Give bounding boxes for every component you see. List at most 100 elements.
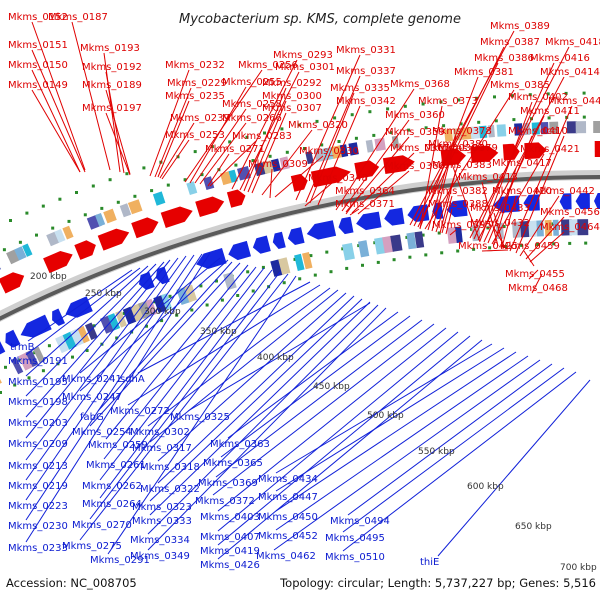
- forward-gene-label: Mkms_0359: [385, 127, 445, 138]
- reverse-gene-label: trmB: [10, 342, 35, 353]
- forward-gene-label: Mkms_0301: [275, 62, 335, 73]
- reverse-gene-label: Mkms_0241: [62, 374, 122, 385]
- forward-gene-label: Mkms_0421: [520, 144, 580, 155]
- forward-gene-label: Mkms_0425: [458, 241, 518, 252]
- reverse-gene-label: Mkms_0407: [200, 532, 260, 543]
- reverse-gene-label: thiE: [420, 557, 439, 568]
- reverse-gene-label: Mkms_0259: [88, 440, 148, 451]
- reverse-gene-label: Mkms_0203: [8, 418, 68, 429]
- scale-tick-label: 450 kbp: [313, 382, 350, 392]
- reverse-gene-label: Mkms_0318: [140, 462, 200, 473]
- forward-gene-label: Mkms_0335: [330, 83, 390, 94]
- reverse-gene-label: Mkms_0270: [72, 520, 132, 531]
- reverse-gene-label: Mkms_0213: [8, 461, 68, 472]
- forward-gene-label: Mkms_0331: [336, 45, 396, 56]
- forward-gene-label: Mkms_0389: [490, 21, 550, 32]
- forward-gene-label: Mkms_0189: [82, 80, 142, 91]
- forward-gene-label: Mkms_0455: [505, 269, 565, 280]
- forward-gene-label: Mkms_0414: [540, 67, 600, 78]
- reverse-gene-label: Mkms_0323: [132, 502, 192, 513]
- reverse-gene-label: sdhA: [120, 374, 145, 385]
- forward-gene-label: Mkms_0384: [424, 143, 484, 154]
- forward-gene-label: Mkms_0432: [470, 218, 530, 229]
- forward-gene-label: Mkms_0416: [530, 53, 590, 64]
- reverse-gene-label: Mkms_0462: [256, 551, 316, 562]
- forward-gene-label: Mkms_0367: [390, 143, 450, 154]
- forward-gene-label: Mkms_0193: [80, 43, 140, 54]
- forward-gene-label: Mkms_0307: [262, 103, 322, 114]
- reverse-gene-label: Mkms_0209: [8, 439, 68, 450]
- reverse-label-lines: [25, 252, 591, 560]
- rail-dots: [9, 91, 586, 222]
- scale-tick-label: 250 kbp: [85, 289, 122, 299]
- reverse-gene-label: Mkms_0291: [90, 555, 150, 566]
- forward-gene-label: Mkms_0383: [432, 160, 492, 171]
- forward-gene-label: Mkms_0371: [335, 199, 395, 210]
- forward-gene-label: Mkms_0360: [385, 110, 445, 121]
- forward-gene-label: dcd: [540, 126, 558, 137]
- forward-gene-label: Mkms_0379: [438, 143, 498, 154]
- forward-gene-label: Mkms_0378: [432, 126, 492, 137]
- forward-gene-label: Mkms_0293: [273, 50, 333, 61]
- forward-gene-label: Mkms_0433: [470, 203, 530, 214]
- reverse-gene-label: Mkms_0272: [110, 406, 170, 417]
- forward-gene-label: Mkms_0388: [428, 199, 488, 210]
- scale-tick-label: 650 kbp: [515, 522, 552, 532]
- reverse-gene-label: Mkms_0452: [258, 531, 318, 542]
- forward-gene-label: Mkms_0292: [262, 78, 322, 89]
- forward-gene-label: Mkms_0413: [458, 172, 518, 183]
- forward-gene-label: Mkms_0464: [540, 222, 600, 233]
- reverse-gene-label: Mkms_0447: [258, 492, 318, 503]
- reverse-gene-label: Mkms_0219: [8, 481, 68, 492]
- forward-gene-label: Mkms_0232: [165, 60, 225, 71]
- scale-tick-label: 500 kbp: [367, 411, 404, 421]
- reverse-gene-label: Mkms_0254: [72, 427, 132, 438]
- forward-gene-label: Mkms_0152: [8, 12, 68, 23]
- scale-tick-label: 550 kbp: [418, 447, 455, 457]
- forward-gene-label: Mkms_0330: [299, 146, 359, 157]
- forward-gene-label: Mkms_0151: [8, 40, 68, 51]
- forward-gene-label: Mkms_0300: [262, 91, 322, 102]
- scale-tick-label: 350 kbp: [200, 327, 237, 337]
- forward-gene-label: Mkms_0446: [548, 96, 600, 107]
- reverse-gene-label: Mkms_0325: [170, 412, 230, 423]
- forward-gene-label: Mkms_0402: [508, 92, 568, 103]
- forward-gene-label: Mkms_0192: [82, 62, 142, 73]
- forward-gene-track: [0, 141, 600, 294]
- forward-gene-label: Mkms_0417: [492, 158, 552, 169]
- summary-text: Topology: circular; Length: 5,737,227 bp…: [279, 576, 596, 590]
- forward-gene-label: Mkms_0459: [500, 241, 560, 252]
- reverse-gene-label: Mkms_0510: [325, 552, 385, 563]
- reverse-gene-label: Mkms_0419: [200, 546, 260, 557]
- reverse-gene-label: Mkms_0372: [195, 496, 255, 507]
- reverse-gene-label: Mkms_0275: [62, 541, 122, 552]
- reverse-gene-label: Mkms_0247: [62, 392, 122, 403]
- scale-tick-label: 200 kbp: [30, 272, 67, 282]
- reverse-gene-label: Mkms_0191: [8, 356, 68, 367]
- reverse-gene-label: Mkms_0264: [82, 499, 142, 510]
- reverse-gene-label: Mkms_0334: [130, 535, 190, 546]
- forward-gene-label: Mkms_0320: [288, 120, 348, 131]
- scale-ticks: 200 kbp 250 kbp 300 kbp 350 kbp 400 kbp 450 k…: [30, 272, 597, 573]
- forward-gene-label: Mkms_0149: [8, 80, 68, 91]
- reverse-gene-label: Mkms_0230: [8, 521, 68, 532]
- forward-gene-label: Mkms_0266: [222, 113, 282, 124]
- forward-gene-label: Mkms_0410: [508, 126, 568, 137]
- forward-gene-label: Mkms_0229: [167, 78, 227, 89]
- forward-gene-label: Mkms_0411: [520, 106, 580, 117]
- reverse-gene-label: Mkms_0322: [140, 484, 200, 495]
- forward-gene-label: Mkms_0235: [165, 91, 225, 102]
- forward-cog-track: [0, 121, 600, 270]
- reverse-gene-label: Mkms_0262: [82, 481, 142, 492]
- forward-gene-label: Mkms_0342: [336, 96, 396, 107]
- forward-gene-label: Mkms_0187: [48, 12, 108, 23]
- reverse-gene-label: Mkms_0198: [8, 397, 68, 408]
- forward-gene-label: Mkms_0395: [432, 220, 492, 231]
- scale-tick-label: 600 kbp: [467, 482, 504, 492]
- reverse-gene-labels: trmB Mkms_0191 Mkms_0195 Mkms_0198 Mkms_0203…: [8, 342, 439, 571]
- forward-gene-label: Mkms_0382: [428, 186, 488, 197]
- map-title: Mycobacterium sp. KMS, complete genome: [179, 12, 461, 27]
- forward-gene-label: Mkms_0283: [232, 131, 292, 142]
- reverse-gene-label: Mkms_0495: [325, 533, 385, 544]
- forward-gene-label: Mkms_0253: [165, 130, 225, 141]
